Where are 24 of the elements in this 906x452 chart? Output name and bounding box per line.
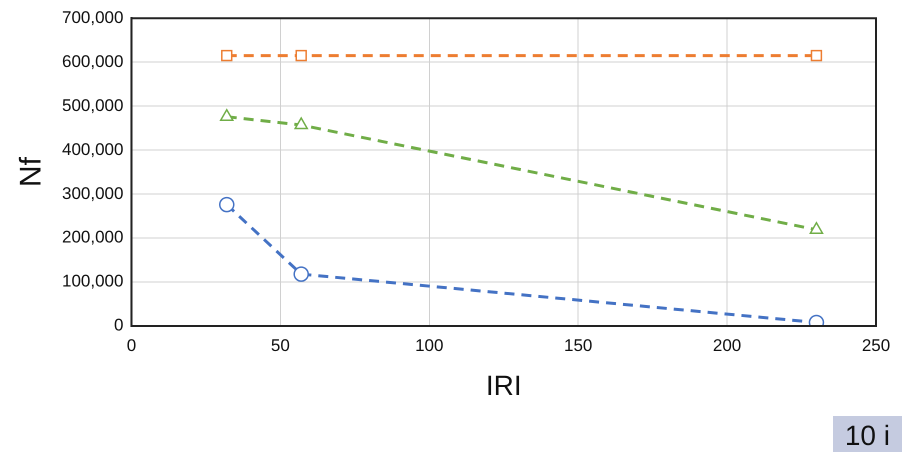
y-tick-label: 500,000 [62,96,124,115]
point [221,50,232,62]
y-tick-label: 300,000 [62,184,124,203]
y-tick-label: 400,000 [62,140,124,159]
y-tick-label: 200,000 [62,228,124,247]
x-axis-title: IRI [486,370,522,401]
point [219,196,235,212]
x-tick-label: 250 [862,336,890,355]
y-tick-label: 600,000 [62,52,124,71]
point [296,50,307,62]
x-tick-label: 0 [126,336,136,355]
y-tick-label: 0 [114,316,124,335]
y-axis-title: Nf [14,156,48,188]
point [810,222,824,234]
point [294,117,308,130]
y-tick-label: 700,000 [62,8,124,27]
x-tick-label: 100 [415,336,444,355]
x-tick-label: 200 [712,336,742,355]
point [220,108,234,121]
x-tick-label: 150 [564,336,592,355]
point [810,50,822,62]
text: 10 i [832,416,902,452]
y-tick-label: 100,000 [62,272,124,291]
x-tick-label: 50 [270,336,290,355]
